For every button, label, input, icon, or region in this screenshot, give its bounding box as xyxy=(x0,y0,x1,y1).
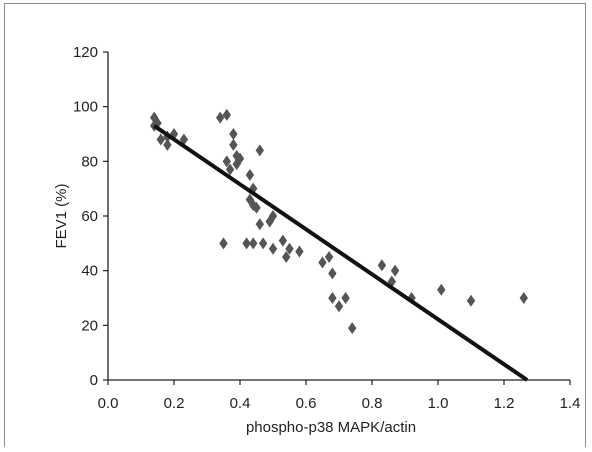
x-tick-label: 0.4 xyxy=(230,395,251,412)
data-point xyxy=(222,108,231,121)
x-tick-label: 0.2 xyxy=(164,395,185,412)
y-tick-label: 120 xyxy=(73,44,98,61)
data-point xyxy=(282,251,291,263)
data-point xyxy=(169,128,179,140)
y-tick-label: 60 xyxy=(81,208,98,225)
data-point xyxy=(255,144,264,157)
data-point xyxy=(229,128,238,140)
x-tick-label: 1.2 xyxy=(494,395,515,412)
data-point xyxy=(249,237,258,250)
data-point xyxy=(348,322,357,335)
data-point xyxy=(285,242,294,255)
y-axis-title: FEV1 (%) xyxy=(53,183,70,248)
data-point xyxy=(222,155,231,168)
data-point xyxy=(278,234,288,247)
trend-line xyxy=(153,124,529,382)
x-axis-title: phospho-p38 MAPK/actin xyxy=(246,419,416,436)
x-tick-label: 0.6 xyxy=(296,395,317,412)
data-point xyxy=(466,294,476,307)
data-point xyxy=(258,237,268,250)
data-point xyxy=(252,201,261,214)
x-tick-label: 1.4 xyxy=(560,395,581,412)
y-tick-label: 0 xyxy=(90,372,98,389)
data-point xyxy=(268,242,278,255)
data-point xyxy=(341,292,350,304)
data-point xyxy=(519,292,528,304)
data-point xyxy=(318,256,327,269)
y-tick-label: 100 xyxy=(73,99,98,116)
x-tick-label: 0.8 xyxy=(362,395,383,412)
y-tick-label: 20 xyxy=(81,317,98,334)
chart-frame xyxy=(4,3,586,447)
data-point xyxy=(219,237,228,250)
data-point xyxy=(268,210,278,222)
data-point xyxy=(377,259,387,272)
data-point xyxy=(324,251,334,263)
data-point xyxy=(255,218,264,231)
data-point xyxy=(156,133,165,146)
data-point xyxy=(334,300,344,313)
data-point xyxy=(216,111,225,124)
data-point xyxy=(229,138,238,151)
data-point xyxy=(242,237,251,250)
data-point xyxy=(437,283,446,296)
data-point xyxy=(295,245,304,258)
data-point xyxy=(235,152,245,165)
x-tick-label: 1.0 xyxy=(428,395,449,412)
data-point xyxy=(390,264,400,277)
x-tick-label: 0.0 xyxy=(98,395,119,412)
data-point xyxy=(225,163,235,176)
y-tick-label: 80 xyxy=(81,153,98,170)
data-point xyxy=(328,267,337,280)
data-point xyxy=(245,169,255,181)
data-point xyxy=(328,292,337,304)
data-point xyxy=(163,138,172,151)
data-point xyxy=(153,117,162,130)
y-tick-label: 40 xyxy=(81,263,98,280)
